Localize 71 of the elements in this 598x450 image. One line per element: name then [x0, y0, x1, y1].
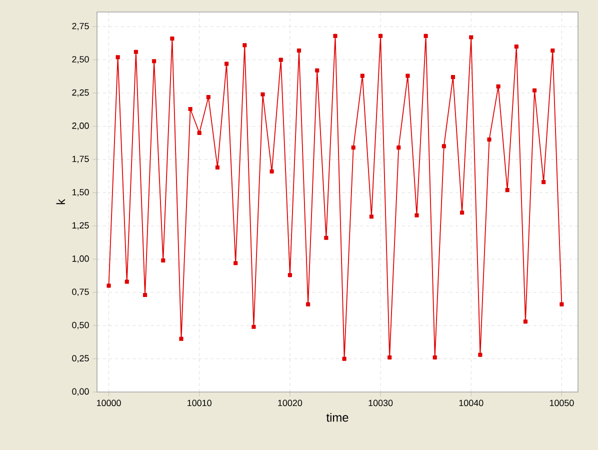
point [523, 320, 528, 324]
point [270, 169, 274, 174]
y-tick-label: 2,25 [72, 89, 89, 97]
x-tick-label: 10000 [96, 400, 121, 406]
point [242, 43, 247, 48]
x-axis-title: time [326, 412, 348, 422]
y-tick-label: 2,75 [72, 22, 89, 30]
point [342, 356, 346, 361]
x-tick-label: 10030 [368, 400, 393, 406]
point [514, 44, 518, 49]
point [296, 48, 302, 53]
point [152, 59, 156, 64]
point [306, 302, 310, 306]
point [260, 92, 265, 96]
point [116, 55, 120, 60]
point [224, 62, 229, 66]
point [478, 352, 482, 357]
point [170, 36, 174, 41]
point [161, 258, 166, 263]
x-tick-label: 10050 [550, 400, 574, 406]
point [532, 88, 537, 92]
point [215, 165, 220, 170]
point [278, 58, 283, 62]
x-tick-label: 10020 [278, 400, 302, 406]
y-axis-title: k [56, 198, 65, 204]
y-tick-label: 2,00 [72, 122, 89, 130]
point [288, 273, 292, 278]
point [469, 35, 474, 40]
y-tick-label: 1,75 [72, 156, 89, 164]
point [188, 106, 192, 112]
point [396, 145, 401, 150]
point [134, 50, 138, 54]
x-tick-label: 10040 [459, 400, 484, 406]
point [252, 324, 256, 329]
point [333, 34, 338, 38]
y-tick-label: 0,00 [72, 388, 89, 396]
point [324, 236, 328, 240]
point [388, 355, 392, 360]
point [496, 84, 500, 88]
point [179, 336, 184, 341]
y-tick-label: 1,00 [72, 255, 89, 263]
point [369, 214, 374, 219]
y-tick-label: 0,75 [72, 288, 89, 296]
y-tick-label: 2,50 [72, 56, 89, 64]
point [505, 188, 510, 192]
y-tick-label: 1,50 [72, 188, 89, 196]
point [142, 292, 148, 298]
point [315, 68, 320, 72]
y-tick-label: 0,25 [72, 355, 89, 362]
point [442, 144, 446, 148]
y-tick-label: 1,25 [72, 222, 89, 230]
point [406, 74, 410, 78]
point [197, 130, 202, 135]
point [378, 34, 383, 38]
point [360, 74, 364, 78]
point [424, 34, 428, 38]
point [560, 302, 564, 306]
point [542, 180, 546, 184]
point [432, 355, 437, 360]
point [414, 213, 419, 218]
point [487, 138, 492, 142]
point [550, 48, 555, 53]
point [234, 261, 238, 266]
point [351, 145, 356, 150]
point [106, 284, 111, 288]
point [124, 280, 129, 284]
y-tick-label: 0,50 [72, 322, 89, 330]
point [206, 94, 210, 100]
point [450, 75, 456, 80]
point [460, 210, 464, 215]
x-tick-label: 10010 [188, 400, 212, 406]
